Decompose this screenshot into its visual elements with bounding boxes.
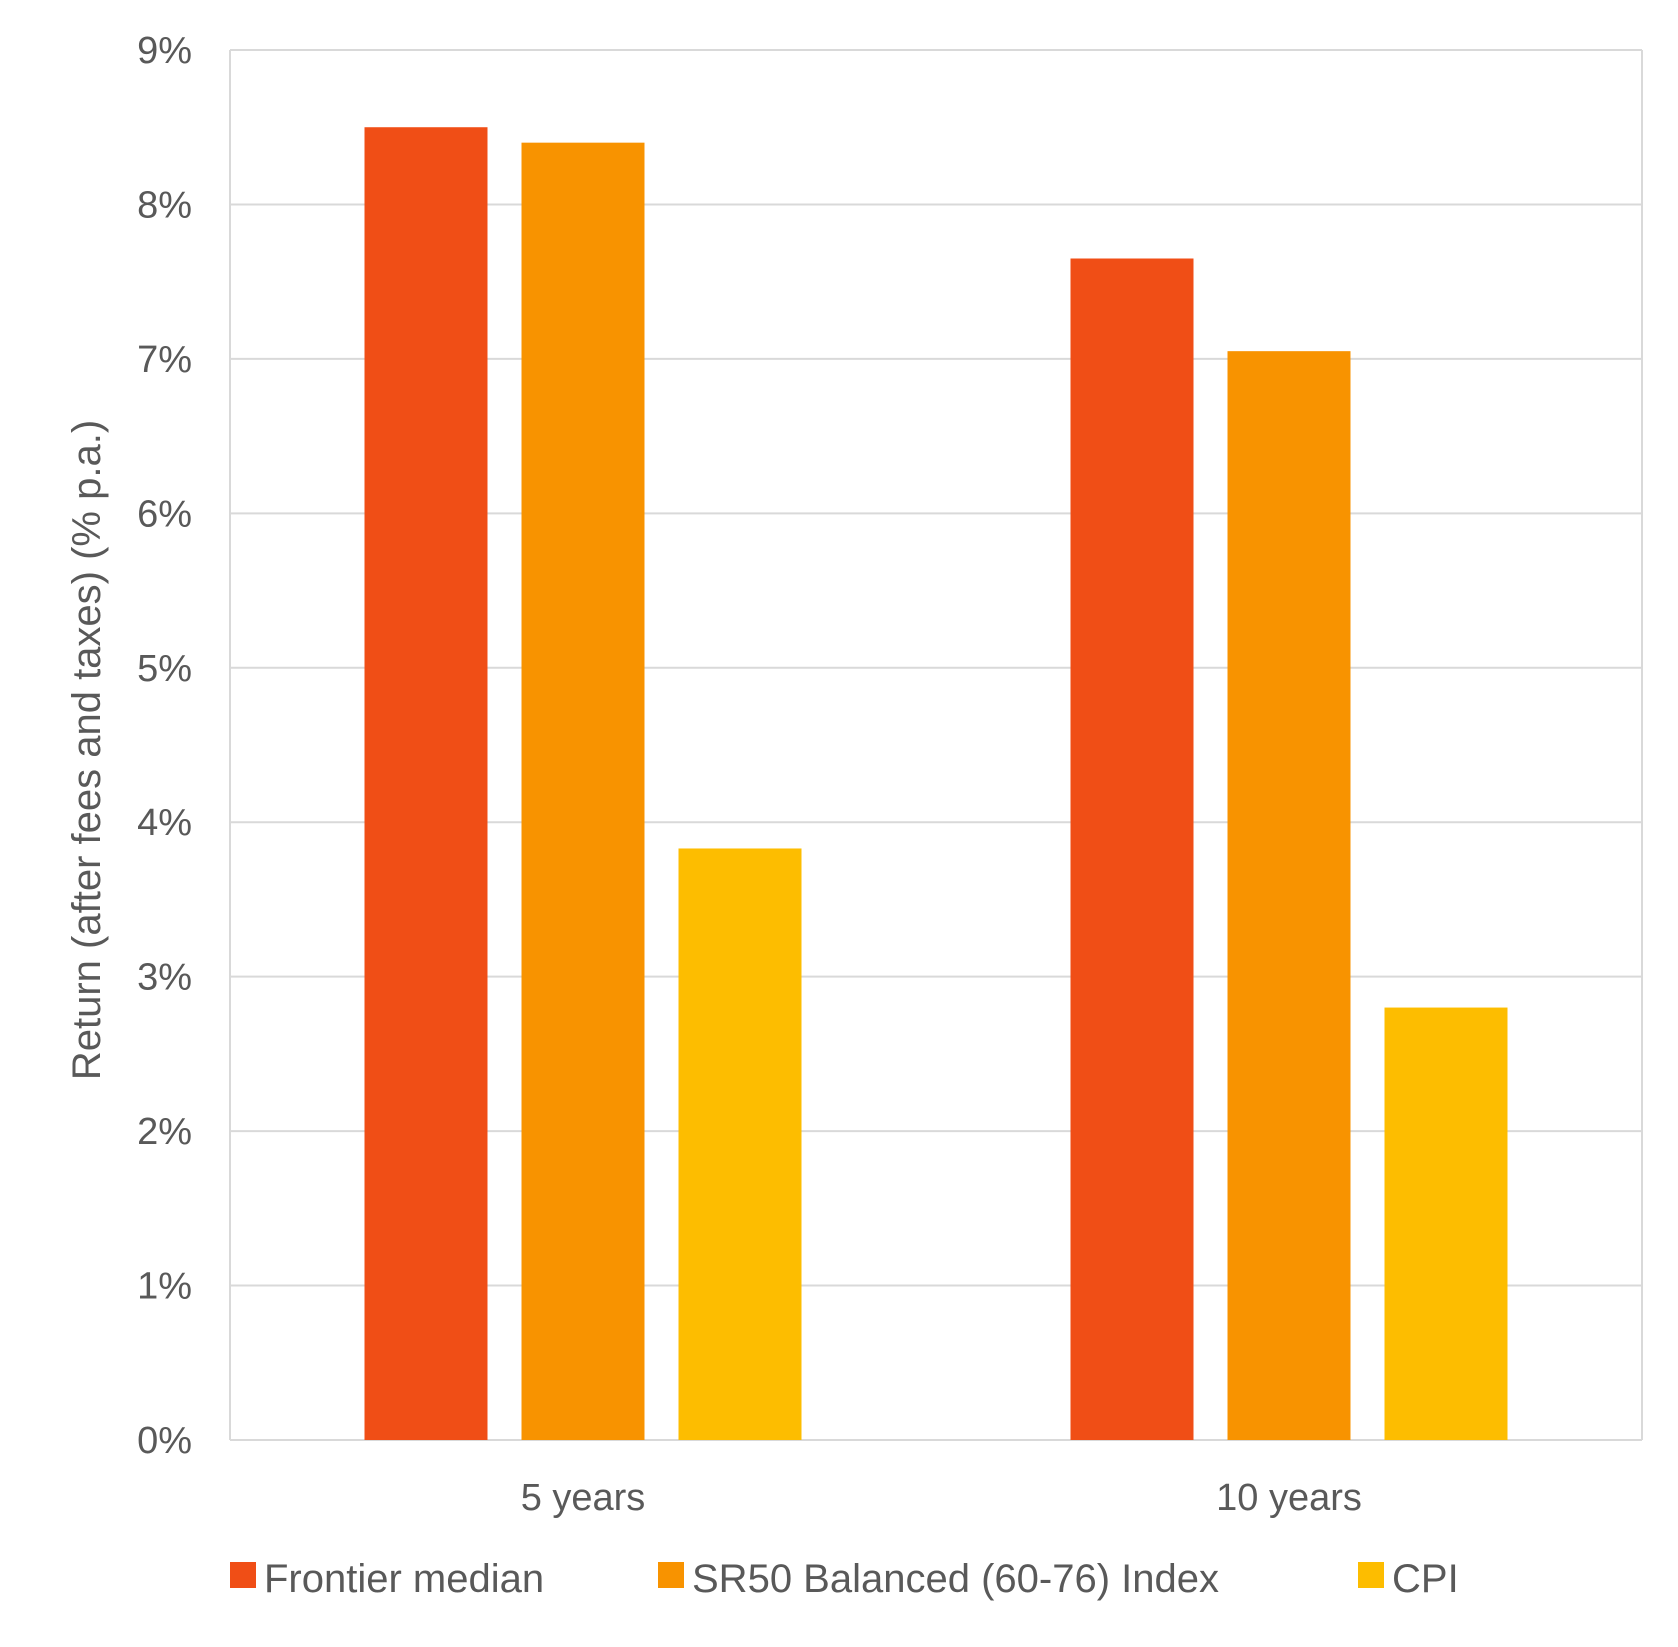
y-tick-label: 1% (137, 1266, 192, 1308)
y-tick-label: 0% (137, 1420, 192, 1462)
legend-swatch-3 (1358, 1562, 1384, 1588)
y-tick-label: 2% (137, 1111, 192, 1153)
bar-1-1 (364, 127, 488, 1441)
legend-swatch-1 (230, 1562, 256, 1588)
x-axis-category-labels: 5 years 10 years (521, 1477, 1362, 1519)
legend-label: SR50 Balanced (60-76) Index (692, 1557, 1219, 1601)
bar-3-1 (678, 848, 802, 1440)
bar-1-2 (1070, 258, 1194, 1440)
x-category-label: 5 years (521, 1477, 646, 1519)
legend-label: CPI (1392, 1557, 1459, 1601)
legend-item: SR50 Balanced (60-76) Index (658, 1557, 1219, 1601)
bar-2-1 (521, 142, 645, 1441)
legend-item: Frontier median (230, 1557, 544, 1601)
legend-label: Frontier median (264, 1557, 544, 1601)
bars (364, 127, 1508, 1441)
y-tick-label: 6% (137, 493, 192, 535)
x-category-label: 10 years (1216, 1477, 1362, 1519)
y-axis-tick-labels: 0% 1% 2% 3% 4% 5% 6% 7% 8% 9% (137, 30, 192, 1462)
bar-3-2 (1384, 1007, 1508, 1440)
y-tick-label: 4% (137, 802, 192, 844)
y-tick-label: 8% (137, 184, 192, 226)
y-tick-label: 9% (137, 30, 192, 72)
bar-2-2 (1227, 351, 1351, 1441)
y-tick-label: 7% (137, 339, 192, 381)
y-tick-label: 5% (137, 648, 192, 690)
legend-swatch-2 (658, 1562, 684, 1588)
y-tick-label: 3% (137, 957, 192, 999)
legend-item: CPI (1358, 1557, 1459, 1601)
legend: Frontier median SR50 Balanced (60-76) Ind… (230, 1557, 1459, 1601)
y-axis-title: Return (after fees and taxes) (% p.a.) (65, 420, 109, 1080)
